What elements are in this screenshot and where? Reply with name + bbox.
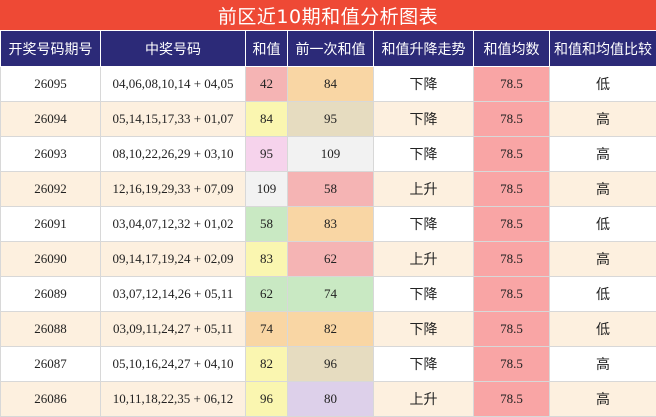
prev-sum-cell: 96 [288,347,374,382]
sum-cell: 42 [246,67,288,102]
avg-cell: 78.5 [474,312,550,347]
table-header-row: 开奖号码期号 中奖号码 和值 前一次和值 和值升降走势 和值均数 和值和均值比较 [1,31,656,67]
table-row: 26094 05,14,15,17,33 + 01,07 84 95 下降 78… [1,102,656,137]
compare-cell: 高 [550,102,656,137]
period-cell: 26095 [1,67,101,102]
numbers-cell: 05,10,16,24,27 + 04,10 [101,347,246,382]
avg-cell: 78.5 [474,137,550,172]
sum-cell: 58 [246,207,288,242]
trend-cell: 下降 [374,67,474,102]
period-cell: 26091 [1,207,101,242]
numbers-cell: 09,14,17,19,24 + 02,09 [101,242,246,277]
prev-sum-cell: 109 [288,137,374,172]
trend-cell: 下降 [374,347,474,382]
header-period: 开奖号码期号 [1,31,101,67]
header-trend: 和值升降走势 [374,31,474,67]
prev-sum-cell: 83 [288,207,374,242]
trend-cell: 上升 [374,382,474,417]
period-cell: 26090 [1,242,101,277]
compare-cell: 低 [550,312,656,347]
table-row: 26089 03,07,12,14,26 + 05,11 62 74 下降 78… [1,277,656,312]
sum-analysis-table: 开奖号码期号 中奖号码 和值 前一次和值 和值升降走势 和值均数 和值和均值比较… [0,30,656,417]
page-title: 前区近10期和值分析图表 [0,0,656,30]
header-numbers: 中奖号码 [101,31,246,67]
period-cell: 26094 [1,102,101,137]
trend-cell: 下降 [374,102,474,137]
avg-cell: 78.5 [474,207,550,242]
compare-cell: 高 [550,382,656,417]
trend-cell: 下降 [374,207,474,242]
table-row: 26086 10,11,18,22,35 + 06,12 96 80 上升 78… [1,382,656,417]
numbers-cell: 05,14,15,17,33 + 01,07 [101,102,246,137]
numbers-cell: 12,16,19,29,33 + 07,09 [101,172,246,207]
period-cell: 26093 [1,137,101,172]
compare-cell: 低 [550,207,656,242]
sum-cell: 82 [246,347,288,382]
trend-cell: 下降 [374,277,474,312]
compare-cell: 高 [550,242,656,277]
compare-cell: 高 [550,137,656,172]
trend-cell: 上升 [374,242,474,277]
sum-cell: 74 [246,312,288,347]
prev-sum-cell: 80 [288,382,374,417]
compare-cell: 高 [550,347,656,382]
prev-sum-cell: 84 [288,67,374,102]
period-cell: 26089 [1,277,101,312]
period-cell: 26088 [1,312,101,347]
compare-cell: 低 [550,277,656,312]
sum-cell: 84 [246,102,288,137]
trend-cell: 下降 [374,137,474,172]
prev-sum-cell: 82 [288,312,374,347]
numbers-cell: 10,11,18,22,35 + 06,12 [101,382,246,417]
compare-cell: 低 [550,67,656,102]
numbers-cell: 03,07,12,14,26 + 05,11 [101,277,246,312]
prev-sum-cell: 74 [288,277,374,312]
table-row: 26092 12,16,19,29,33 + 07,09 109 58 上升 7… [1,172,656,207]
header-compare: 和值和均值比较 [550,31,656,67]
sum-cell: 62 [246,277,288,312]
sum-cell: 96 [246,382,288,417]
sum-cell: 83 [246,242,288,277]
header-avg: 和值均数 [474,31,550,67]
period-cell: 26086 [1,382,101,417]
avg-cell: 78.5 [474,172,550,207]
sum-cell: 109 [246,172,288,207]
numbers-cell: 04,06,08,10,14 + 04,05 [101,67,246,102]
prev-sum-cell: 62 [288,242,374,277]
period-cell: 26092 [1,172,101,207]
table-row: 26088 03,09,11,24,27 + 05,11 74 82 下降 78… [1,312,656,347]
avg-cell: 78.5 [474,242,550,277]
period-cell: 26087 [1,347,101,382]
header-sum: 和值 [246,31,288,67]
avg-cell: 78.5 [474,347,550,382]
table-row: 26091 03,04,07,12,32 + 01,02 58 83 下降 78… [1,207,656,242]
table-row: 26090 09,14,17,19,24 + 02,09 83 62 上升 78… [1,242,656,277]
compare-cell: 高 [550,172,656,207]
header-prev-sum: 前一次和值 [288,31,374,67]
avg-cell: 78.5 [474,382,550,417]
avg-cell: 78.5 [474,102,550,137]
sum-cell: 95 [246,137,288,172]
table-row: 26095 04,06,08,10,14 + 04,05 42 84 下降 78… [1,67,656,102]
table-row: 26093 08,10,22,26,29 + 03,10 95 109 下降 7… [1,137,656,172]
trend-cell: 下降 [374,312,474,347]
table-row: 26087 05,10,16,24,27 + 04,10 82 96 下降 78… [1,347,656,382]
numbers-cell: 03,09,11,24,27 + 05,11 [101,312,246,347]
avg-cell: 78.5 [474,67,550,102]
trend-cell: 上升 [374,172,474,207]
numbers-cell: 08,10,22,26,29 + 03,10 [101,137,246,172]
avg-cell: 78.5 [474,277,550,312]
prev-sum-cell: 95 [288,102,374,137]
numbers-cell: 03,04,07,12,32 + 01,02 [101,207,246,242]
prev-sum-cell: 58 [288,172,374,207]
